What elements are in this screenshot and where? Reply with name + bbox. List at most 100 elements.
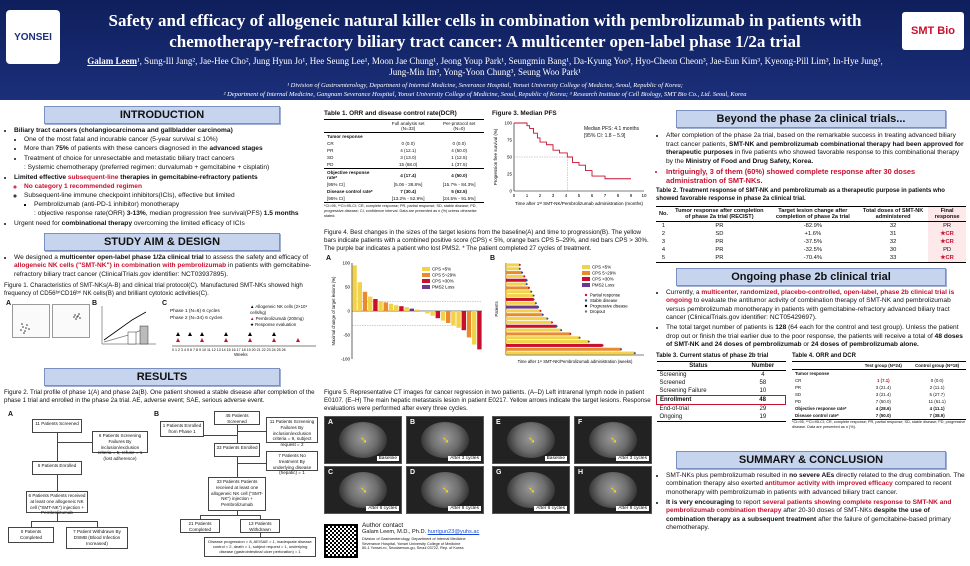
arrow-icon: ➘ — [527, 485, 536, 496]
table-row: 1 PR -82.9% 32 PR — [656, 221, 966, 230]
column-left: INTRODUCTION Biliary tract cancers (chol… — [4, 104, 320, 564]
response-marker — [601, 344, 604, 347]
flowB-withdrawn: 13 Patients Withdrawn — [240, 519, 280, 534]
table-row: End-of-trial 29 — [659, 405, 767, 412]
legend-swatch — [422, 285, 430, 289]
legend-swatch — [582, 283, 590, 287]
x-axis-label: Time after 1ˢᵗ SMT-NK/Pembrolizumab admi… — [515, 201, 643, 206]
bar — [506, 267, 520, 271]
legend-label: PMS2 Loss — [592, 283, 615, 288]
x-tick-label: 8 — [617, 193, 620, 198]
intro-title: INTRODUCTION — [44, 106, 280, 124]
table-row: Screened 58 — [659, 379, 767, 386]
table-row: 5 PR -70.4% 33 ★CR — [656, 253, 966, 263]
x-tick-label: 10 — [641, 193, 647, 198]
legend-label: CPS >30% — [432, 279, 454, 284]
table-row: Screening 4 — [659, 371, 765, 378]
bar — [506, 343, 603, 347]
yonsei-logo: YONSEI — [6, 10, 60, 64]
bar — [506, 313, 543, 317]
y-tick-label: -50 — [343, 333, 350, 338]
bar — [477, 311, 482, 350]
column-right: Beyond the phase 2a clinical trials... A… — [656, 104, 966, 564]
table-row: 3 PR -37.5% 32 ★CR — [656, 237, 966, 246]
response-marker — [546, 317, 549, 320]
table-row: CR 1 (7.1) 0 (0.0) — [795, 377, 944, 383]
y-tick-label: 50 — [345, 285, 351, 290]
legend-label: CPS 5~29% — [432, 273, 456, 278]
bar — [506, 336, 580, 340]
protocol-legend: ▲ Allogeneic NK cells (2×10⁹ cells/kg) ▲… — [250, 304, 308, 328]
qr-code[interactable] — [324, 524, 358, 558]
contact-title: Author contact — [362, 522, 404, 529]
summary-title: SUMMARY & CONCLUSION — [676, 450, 946, 469]
response-marker — [537, 306, 540, 309]
legend-label: Progressive disease — [590, 304, 628, 309]
flowA-completed: 0 Patients Completed — [8, 527, 54, 544]
figure5: Figure 5. Representative CT images for c… — [324, 386, 652, 516]
table1-grid: Full analysis set (N=33) Per-protocol se… — [324, 119, 484, 203]
svg-text:0 1 2 3 4 5 6 7 8 9 10 11 12 1: 0 1 2 3 4 5 6 7 8 9 10 11 12 13 14 15 16… — [172, 348, 286, 352]
y-tick-label: 75 — [507, 138, 513, 143]
table-row: Tumor response — [327, 134, 363, 139]
bar — [446, 311, 451, 323]
flowB-withdraw-reasons: Disease progression = 8, AE/SAE = 1, ina… — [204, 537, 316, 558]
table-row: CR 0 (0.0) 0 (0.0) — [327, 141, 466, 146]
legend-swatch — [422, 273, 430, 277]
response-marker — [518, 263, 521, 266]
bar — [506, 297, 534, 301]
bar — [506, 309, 541, 313]
response-marker — [532, 294, 535, 297]
contact-email[interactable]: hurrigun23@yuhs.ac — [427, 529, 480, 536]
legend-swatch — [422, 279, 430, 283]
bar — [409, 308, 414, 311]
bar — [506, 286, 529, 290]
poster-header: YONSEI SMT Bio Safety and efficacy of al… — [0, 0, 970, 100]
response-marker — [521, 271, 524, 274]
bar — [506, 332, 571, 336]
ct-image: B After 3 cycles ➘ — [406, 416, 484, 464]
bar — [506, 317, 548, 321]
bar — [461, 311, 466, 331]
table-row: Objective response rate* 4 (28.6) 4 (11.1) — [795, 405, 945, 411]
flow-plot-2 — [52, 304, 90, 339]
response-marker — [530, 290, 533, 293]
legend-label: PMS2 Loss — [432, 285, 455, 290]
bar — [456, 311, 461, 328]
legend-marker — [584, 304, 588, 308]
table1: Table 1. ORR and disease control rate(DC… — [324, 110, 484, 218]
y-tick-label: 50 — [507, 155, 513, 160]
y-axis-label: Progression free survival (%) — [493, 128, 498, 185]
x-tick-label: 6 — [591, 193, 594, 198]
legend-label: CPS <5% — [432, 267, 451, 272]
bar — [383, 302, 388, 311]
table-row: SD 3 (21.4) 5 (27.7) — [795, 391, 945, 397]
table4: Table 4. ORR and DCR Test group (N=24) Co… — [792, 352, 966, 429]
bar — [506, 282, 527, 286]
bar — [362, 291, 368, 311]
response-marker — [539, 309, 542, 312]
bar — [506, 340, 589, 344]
response-marker — [541, 313, 544, 316]
ct-image: E Baseline ➘ — [492, 416, 570, 464]
bar — [451, 311, 456, 326]
response-marker — [518, 267, 521, 270]
response-marker — [578, 336, 581, 339]
response-marker — [587, 340, 590, 343]
bar — [506, 294, 534, 298]
response-marker — [620, 348, 622, 351]
table2-title: Table 2. Treatment response of SMT-NK an… — [656, 188, 945, 202]
author-contact: Author contact Galam Leem, M.D., Ph.D. h… — [324, 522, 494, 562]
bar — [506, 347, 621, 351]
table1-note: *CI=95, **CI=95-CI; CR, complete respons… — [324, 204, 477, 218]
bar — [506, 290, 532, 294]
bar — [373, 299, 378, 311]
study-body: We designed a multicenter open-label pha… — [4, 254, 320, 280]
flowB-no-treatment: 7 Patients No treatment By underlying di… — [266, 451, 318, 475]
table-row: Disease control rate* 7 (30.4) 5 (62.5) — [327, 189, 468, 194]
x-tick-label: 2 — [539, 193, 542, 198]
waterfall-chart: 100 50 0 -50 -100 Maximal change of target le… — [331, 261, 482, 362]
star-icon: ★ — [940, 238, 946, 245]
legend-label: Partial response — [590, 293, 621, 298]
table-row: Tumor response — [795, 370, 830, 376]
